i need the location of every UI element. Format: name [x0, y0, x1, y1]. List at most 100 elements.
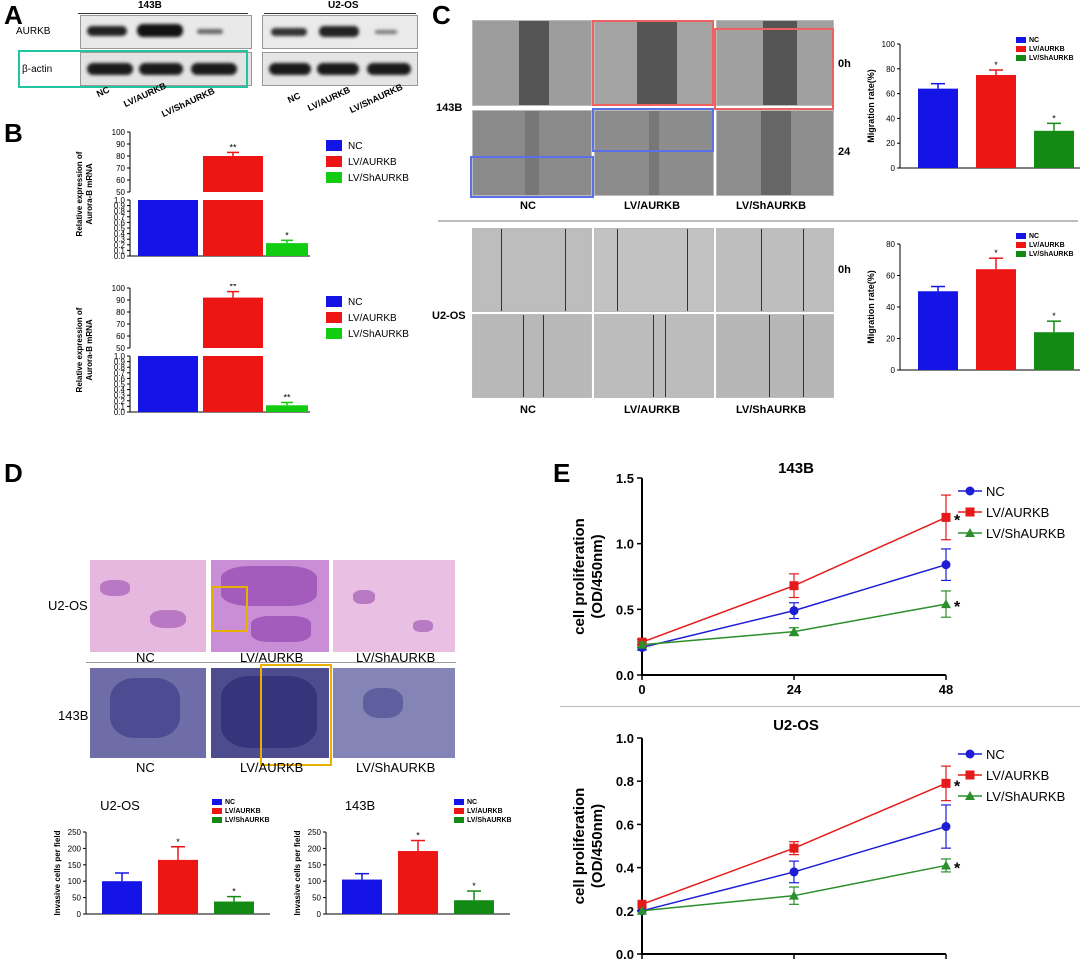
y-tick-label: 150	[68, 861, 82, 870]
significance-1: *	[994, 60, 998, 70]
micro-u2os-nc-0h	[472, 228, 592, 312]
highlight-red-2	[714, 28, 834, 110]
blot-header-143b: 143B	[138, 0, 162, 11]
y-tick-label: 50	[312, 894, 321, 903]
marker-square-1	[789, 843, 799, 853]
panel-letter-d: D	[4, 458, 23, 488]
bar-1	[976, 75, 1016, 168]
col-sh-top: LV/ShAURKB	[736, 200, 807, 212]
blot-header-u2os: U2-OS	[328, 0, 359, 11]
micro-d-143b-aurkb	[211, 668, 329, 758]
marker-triangle-2	[941, 860, 951, 870]
bar-1	[158, 859, 198, 914]
blot-header-line-u2os	[264, 13, 416, 14]
col-d-sh-top: LV/ShAURKB	[356, 650, 436, 665]
blot-143b-aurkb	[80, 15, 252, 49]
bar-lower-1	[203, 356, 263, 412]
legend-swatch-0	[1016, 233, 1026, 239]
y-tick-label: 1.0	[616, 731, 634, 746]
y-tick-label: 0.4	[616, 861, 635, 876]
y-tick-label: 90	[116, 296, 125, 305]
lane-u2os-nc: NC	[286, 90, 303, 106]
y-axis-label-line2: Aurora-B mRNA	[85, 319, 94, 381]
bar-1	[976, 269, 1016, 370]
chart-b1: 50 60 70 80 90 100 0.00.10.20.30.40.50.60.70.8…	[75, 128, 409, 261]
y-tick-label: 0.8	[114, 363, 126, 372]
y-tick-label: 0.6	[114, 218, 126, 227]
micro-d-143b-nc	[90, 668, 206, 758]
bar-2	[266, 243, 308, 256]
marker-circle-1	[789, 606, 799, 616]
legend-label-0: NC	[348, 297, 362, 308]
chart-d1: 0 50 100 150 200 250 Invasive cells per field *…	[53, 798, 270, 919]
y-tick-label: 80	[116, 308, 125, 317]
blot-row-bactin: β-actin	[22, 64, 53, 75]
y-tick-label: 0	[77, 910, 82, 919]
y-tick-label: 0.0	[114, 252, 126, 261]
y-tick-label: 1.0	[114, 196, 126, 205]
legend-swatch-0	[326, 296, 342, 307]
micro-d-u2os-sh	[333, 560, 455, 652]
micro-143b-aurkb-24	[594, 110, 714, 196]
marker-triangle-1	[789, 890, 799, 900]
chart-title: U2-OS	[100, 798, 140, 813]
blot-row-aurkb: AURKB	[16, 26, 51, 37]
y-tick-label: 1.0	[616, 537, 634, 552]
legend-swatch-2	[454, 817, 464, 823]
row-label-u2os: U2-OS	[432, 310, 466, 322]
y-tick-label: 0.6	[114, 374, 126, 383]
x-tick-label: 24	[787, 682, 802, 697]
legend-swatch-2	[1016, 55, 1026, 61]
divider-e	[560, 706, 1080, 707]
y-tick-label: 90	[116, 140, 125, 149]
y-tick-label: 1.0	[114, 352, 126, 361]
y-tick-label: 0.6	[616, 817, 634, 832]
micro-143b-nc-0h	[472, 20, 592, 106]
highlight-blue-1	[592, 108, 714, 152]
y-axis-label: cell proliferation(OD/450nm)	[571, 788, 606, 905]
y-tick-label: 0.0	[114, 408, 126, 417]
marker-circle-2	[941, 560, 951, 570]
row-label-143b: 143B	[436, 102, 463, 114]
col-d-nc-top: NC	[136, 650, 155, 665]
legend-swatch-1	[1016, 242, 1026, 248]
legend-marker-2	[965, 528, 975, 537]
legend-swatch-0	[326, 140, 342, 151]
y-tick-label: 60	[886, 272, 895, 281]
significance-1: **	[229, 284, 237, 292]
y-tick-label: 60	[116, 176, 125, 185]
blot-u2os-aurkb	[262, 15, 418, 49]
significance-2: *	[232, 887, 236, 897]
legend-label-0: NC	[225, 799, 235, 806]
legend-label-0: NC	[1029, 37, 1039, 44]
panel-letter-c: C	[432, 0, 451, 30]
col-sh-bot: LV/ShAURKB	[736, 404, 807, 416]
col-nc-bot: NC	[520, 404, 536, 416]
legend-label-2: LV/ShAURKB	[1029, 55, 1074, 62]
marker-square-0	[637, 899, 647, 909]
legend-swatch-0	[454, 799, 464, 805]
legend-label-0: NC	[986, 484, 1005, 499]
chart-title: 143B	[778, 462, 814, 477]
y-tick-label: 80	[886, 240, 895, 249]
y-tick-label: 50	[72, 894, 81, 903]
marker-triangle-2	[941, 599, 951, 609]
y-tick-label: 150	[308, 861, 322, 870]
legend-label-1: LV/AURKB	[225, 808, 261, 815]
blot-header-line-143b	[78, 13, 248, 14]
y-tick-label: 200	[68, 844, 82, 853]
panel-letter-a: A	[4, 0, 23, 30]
x-tick-label: 48	[939, 682, 953, 697]
bar-0	[138, 356, 198, 412]
chart-title: 143B	[345, 798, 375, 813]
bar-upper-1	[203, 297, 263, 348]
y-tick-label: 40	[886, 303, 895, 312]
legend-swatch-2	[326, 172, 342, 183]
bar-2	[454, 900, 494, 914]
chart-c1: 0 20 40 60 80 100 Migration rate(%) * * NC LV/AURK…	[866, 37, 1080, 173]
micro-u2os-aurkb-0h	[594, 228, 714, 312]
significance-1: *	[994, 248, 998, 258]
y-tick-label: 0.1	[114, 402, 126, 411]
y-tick-label: 0.0	[616, 668, 634, 683]
significance-2: *	[1052, 311, 1056, 321]
